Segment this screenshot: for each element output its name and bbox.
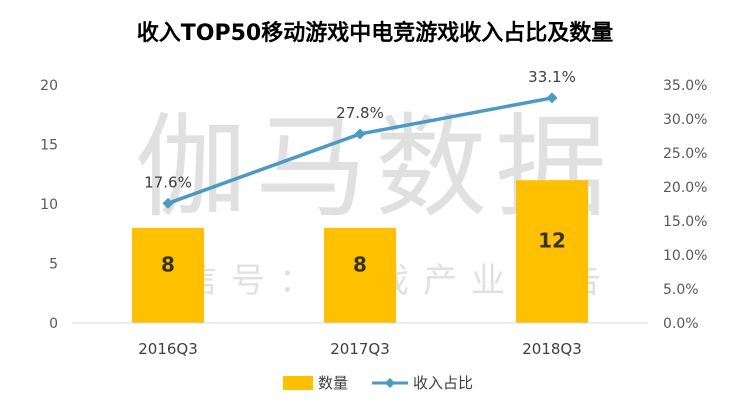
legend-swatch-bar [283,376,313,390]
bar-data-label: 12 [538,229,566,253]
legend-label: 数量 [318,374,348,392]
line-data-label: 27.8% [336,104,384,122]
chart-title: 收入TOP50移动游戏中电竞游戏收入占比及数量 [137,20,613,46]
left-axis-tick-label: 20 [40,78,58,94]
line-data-label: 17.6% [144,173,192,191]
x-axis-ticks: 2016Q3 2017Q3 2018Q3 [138,340,582,358]
x-axis-tick-label: 2017Q3 [330,340,390,358]
right-axis-tick-label: 5.0% [663,282,699,298]
line-point [546,92,558,104]
left-axis-tick-label: 5 [49,257,58,273]
left-axis: 0 5 10 15 20 [40,78,58,332]
x-axis-tick-label: 2018Q3 [522,340,582,358]
legend: 数量 收入占比 [283,374,473,392]
bar-data-label: 8 [161,252,175,276]
legend-label: 收入占比 [413,374,473,392]
bar-data-label: 8 [353,252,367,276]
right-axis-tick-label: 0.0% [663,316,699,332]
bar [132,227,204,323]
right-axis-tick-label: 20.0% [663,180,707,196]
bar-series: 8 8 12 [132,180,588,323]
right-axis-tick-label: 30.0% [663,112,707,128]
line-point [354,128,366,140]
right-axis: 0.0% 5.0% 10.0% 15.0% 20.0% 25.0% 30.0% 35.0% [663,78,707,332]
legend-swatch-marker [385,378,395,388]
x-axis-tick-label: 2016Q3 [138,340,198,358]
line-point [162,197,174,209]
bar [324,227,396,323]
right-axis-tick-label: 10.0% [663,248,707,264]
right-axis-tick-label: 25.0% [663,146,707,162]
left-axis-tick-label: 0 [49,316,58,332]
left-axis-tick-label: 15 [40,138,58,154]
right-axis-tick-label: 35.0% [663,78,707,94]
line-data-label: 33.1% [528,68,576,86]
bar [516,180,588,323]
right-axis-tick-label: 15.0% [663,214,707,230]
line-series: 17.6% 27.8% 33.1% [144,68,576,209]
left-axis-tick-label: 10 [40,197,58,213]
